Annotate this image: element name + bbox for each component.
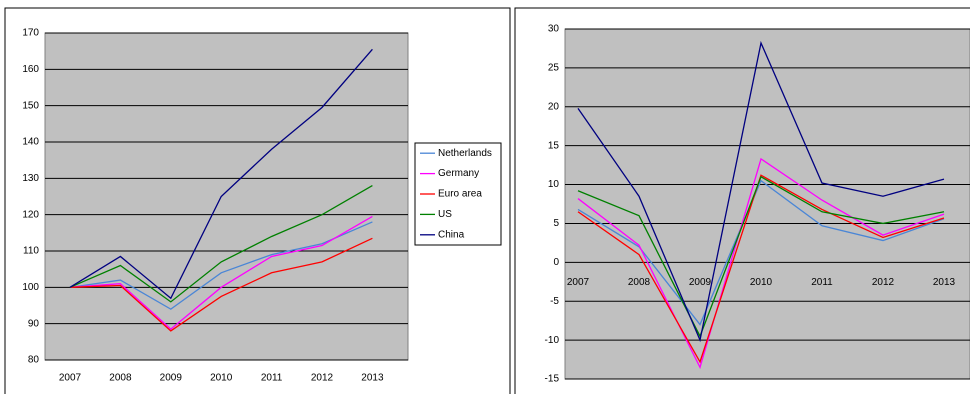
legend-label: Germany: [438, 168, 479, 179]
y-tick-label: 140: [22, 137, 39, 148]
y-tick-label: 5: [553, 218, 559, 229]
y-tick-label: 15: [548, 140, 560, 151]
y-tick-label: 110: [23, 246, 39, 257]
x-tick-label: 2009: [160, 373, 183, 384]
y-tick-label: 100: [22, 282, 39, 293]
x-tick-label: 2008: [628, 277, 651, 288]
series-line: [577, 179, 945, 326]
series-line: [577, 157, 945, 370]
legend-label: China: [438, 229, 465, 240]
y-tick-label: -5: [550, 296, 559, 307]
y-tick-label: 150: [22, 100, 39, 111]
series-line: [577, 40, 945, 343]
x-tick-label: 2010: [210, 373, 233, 384]
series-line: [69, 48, 373, 300]
plot-area: [564, 28, 970, 380]
series-line: [577, 175, 945, 338]
x-tick-label: 2011: [261, 373, 283, 384]
y-tick-label: 120: [22, 209, 39, 220]
series-line: [69, 185, 373, 303]
series-line: [69, 221, 373, 310]
y-tick-label: 30: [548, 24, 560, 35]
y-tick-label: 90: [28, 318, 40, 329]
x-tick-label: 2012: [311, 373, 334, 384]
x-tick-label: 2009: [689, 277, 712, 288]
x-tick-label: 2012: [872, 277, 895, 288]
legend-label: Euro area: [438, 189, 482, 200]
y-tick-label: -10: [545, 335, 560, 346]
x-tick-label: 2010: [750, 277, 773, 288]
y-tick-label: 160: [22, 64, 39, 75]
x-tick-label: 2008: [109, 373, 132, 384]
legend-label: Netherlands: [438, 148, 492, 159]
series-line: [577, 174, 945, 364]
y-tick-label: 25: [548, 63, 560, 74]
series-line: [69, 215, 373, 330]
series-line: [69, 237, 373, 332]
y-tick-label: 80: [28, 355, 40, 366]
y-tick-label: 130: [22, 173, 39, 184]
plot-area: [44, 32, 409, 361]
y-tick-label: -15: [545, 374, 560, 385]
x-tick-label: 2013: [361, 373, 384, 384]
legend-label: US: [438, 209, 452, 220]
y-tick-label: 10: [548, 179, 560, 190]
y-tick-label: 0: [553, 257, 559, 268]
x-tick-label: 2013: [933, 277, 956, 288]
y-tick-label: 20: [548, 101, 560, 112]
y-tick-label: 170: [22, 28, 39, 39]
x-tick-label: 2007: [59, 373, 82, 384]
x-tick-label: 2007: [567, 277, 590, 288]
x-tick-label: 2011: [811, 277, 833, 288]
